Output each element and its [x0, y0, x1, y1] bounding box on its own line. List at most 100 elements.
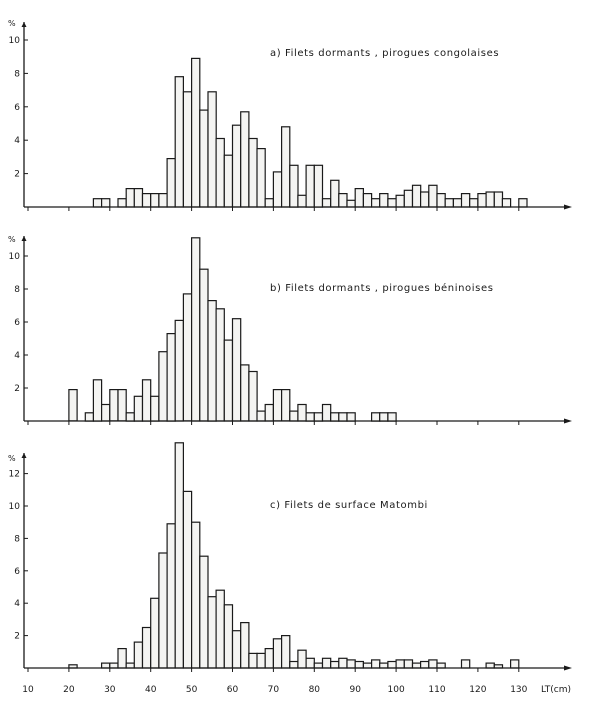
histogram-bar: [264, 198, 275, 208]
svg-text:8: 8: [14, 285, 20, 295]
panel-c-title: c) Filets de surface Matombi: [270, 500, 428, 511]
histogram-bar: [387, 198, 397, 208]
histogram-bar: [248, 370, 258, 422]
histogram-bar: [387, 412, 397, 422]
histogram-bar: [231, 124, 242, 208]
histogram-bar: [338, 657, 348, 669]
histogram-bar: [305, 412, 315, 422]
histogram-bar: [460, 659, 471, 669]
histogram-bar: [452, 198, 463, 208]
histogram-bar: [223, 339, 234, 422]
histogram-bar: [330, 412, 340, 422]
histogram-bar: [158, 351, 168, 422]
histogram-bar: [379, 662, 389, 669]
x-axis-label: LT(cm): [541, 685, 571, 695]
svg-text:2: 2: [14, 170, 20, 180]
histogram-bar: [125, 412, 135, 422]
histogram-bar: [125, 188, 135, 208]
histogram-bar: [338, 412, 348, 422]
histogram-bar: [395, 659, 405, 669]
histogram-bar: [346, 199, 356, 208]
histogram-bar: [191, 521, 201, 669]
histogram-bar: [354, 660, 365, 669]
histogram-bar: [371, 198, 381, 208]
histogram-bar: [379, 193, 389, 208]
histogram-bar: [330, 660, 340, 669]
histogram-bar: [182, 91, 193, 208]
histogram-bar: [371, 412, 381, 422]
x-tick-label: 130: [510, 685, 527, 695]
histogram-bar: [84, 412, 95, 422]
histogram-bar: [158, 552, 168, 669]
histogram-bar: [231, 630, 242, 669]
svg-text:4: 4: [14, 351, 20, 361]
histogram-bar: [289, 164, 299, 208]
histogram-bar: [313, 412, 324, 422]
histogram-bar: [133, 641, 144, 669]
histogram-bar: [420, 191, 430, 208]
histogram-bar: [166, 158, 176, 208]
panel-c-matombi: c) Filets de surface Matombi % 2 4 6 8 10 12: [8, 442, 572, 672]
x-tick-label: 90: [349, 685, 361, 695]
panel-b-title: b) Filets dormants , pirogues béninoises: [270, 282, 494, 294]
histogram-bar: [133, 188, 144, 208]
histogram-bar: [379, 412, 389, 422]
histogram-bar: [321, 657, 332, 669]
panel-c-x-axis: [24, 665, 572, 672]
histogram-bar: [305, 164, 315, 208]
histogram-bar: [133, 395, 144, 422]
histogram-bar: [240, 364, 250, 422]
histogram-bar: [92, 198, 103, 208]
svg-text:10: 10: [9, 502, 21, 512]
histogram-bar: [387, 660, 397, 669]
svg-text:2: 2: [14, 384, 20, 394]
histogram-bar: [485, 191, 495, 208]
histogram-bar: [354, 188, 365, 208]
histogram-bar: [518, 198, 528, 208]
histogram-bar: [436, 662, 446, 669]
histogram-bar: [403, 659, 414, 669]
histogram-bar: [199, 268, 209, 422]
histogram-bar: [141, 193, 152, 208]
x-tick-labels: 10 20 30 40 50 60 70 80 90 100 110 120 130: [22, 685, 527, 695]
histogram-bar: [117, 389, 127, 422]
histogram-bar: [166, 523, 176, 669]
histogram-bar: [297, 194, 307, 208]
panel-c-y-unit: %: [8, 454, 16, 463]
histogram-bar: [362, 193, 373, 208]
histogram-bar: [371, 659, 381, 669]
histogram-bar: [191, 237, 201, 422]
x-tick-label: 40: [145, 685, 157, 695]
histogram-bar: [313, 164, 324, 208]
histogram-bar: [510, 659, 520, 669]
x-tick-label: 30: [104, 685, 116, 695]
histogram-bar: [117, 647, 127, 669]
histogram-bar: [281, 126, 291, 208]
histogram-bar: [501, 198, 512, 208]
histogram-bar: [420, 660, 430, 669]
histogram-bar: [346, 659, 356, 669]
panel-c-bars: [68, 442, 520, 669]
panel-b-bars: [68, 237, 397, 422]
svg-text:10: 10: [9, 252, 21, 262]
histogram-bar: [281, 389, 291, 422]
histogram-bar: [199, 109, 209, 208]
histogram-bar: [256, 148, 266, 208]
histogram-bar: [395, 194, 405, 208]
panel-b-beninoises: b) Filets dormants , pirogues béninoises…: [8, 235, 572, 425]
histogram-bar: [150, 395, 160, 422]
panel-a-x-axis: [24, 204, 572, 211]
panel-a-congolaises: a) Filets dormants , pirogues congolaise…: [8, 19, 572, 211]
histogram-bar: [109, 662, 119, 669]
histogram-bar: [158, 193, 168, 208]
panel-b-y-unit: %: [8, 235, 16, 244]
histogram-bar: [207, 596, 217, 669]
x-tick-label: 100: [388, 685, 405, 695]
histogram-bar: [240, 621, 250, 669]
histogram-bar: [460, 193, 471, 208]
histogram-bar: [272, 638, 283, 669]
svg-text:8: 8: [14, 534, 20, 544]
histogram-bar: [182, 490, 193, 669]
histogram-bar: [223, 154, 234, 208]
histogram-bar: [109, 389, 119, 422]
